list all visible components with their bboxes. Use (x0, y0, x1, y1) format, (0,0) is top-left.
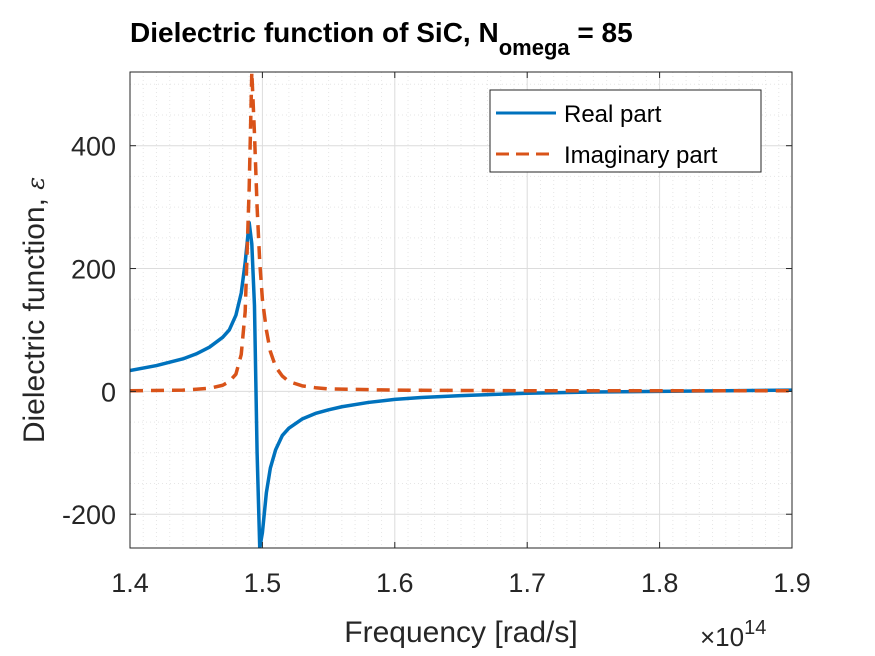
y-axis-label-text: Dielectric function, (18, 190, 51, 443)
series-line-imaginary (130, 72, 792, 393)
y-tick-label: 400 (71, 132, 116, 162)
plot-lines (130, 72, 792, 548)
x-tick-label: 1.4 (111, 568, 149, 598)
series-line-real (130, 220, 792, 548)
axis-ticks: 1.4 1.5 1.6 1.7 1.8 1.9 -200 0 200 400 (62, 72, 811, 598)
x-exponent-base: ×10 (700, 622, 744, 652)
x-tick-label: 1.5 (244, 568, 282, 598)
legend: Real part Imaginary part (489, 89, 762, 173)
x-axis-exponent: ×1014 (700, 617, 766, 652)
x-exponent-power: 14 (744, 617, 766, 639)
y-tick-label: 200 (71, 255, 116, 285)
legend-label-imaginary: Imaginary part (564, 142, 718, 169)
x-tick-label: 1.9 (773, 568, 811, 598)
chart-title-subscript: omega (499, 35, 571, 60)
y-axis-label: Dielectric function, ε (18, 177, 51, 443)
x-tick-label: 1.6 (376, 568, 414, 598)
legend-box (489, 89, 762, 173)
y-axis-label-symbol: ε (22, 177, 50, 190)
chart-title: Dielectric function of SiC, Nomega = 85 (130, 17, 633, 60)
x-tick-label: 1.7 (508, 568, 546, 598)
y-tick-label: 0 (101, 377, 116, 407)
chart-title-main: Dielectric function of SiC, N (130, 17, 499, 48)
axes-box (129, 71, 793, 549)
legend-label-real: Real part (564, 101, 662, 128)
chart-title-suffix: = 85 (570, 17, 633, 48)
x-tick-label: 1.8 (641, 568, 679, 598)
y-tick-label: -200 (62, 500, 116, 530)
x-axis-label: Frequency [rad/s] (344, 616, 577, 649)
